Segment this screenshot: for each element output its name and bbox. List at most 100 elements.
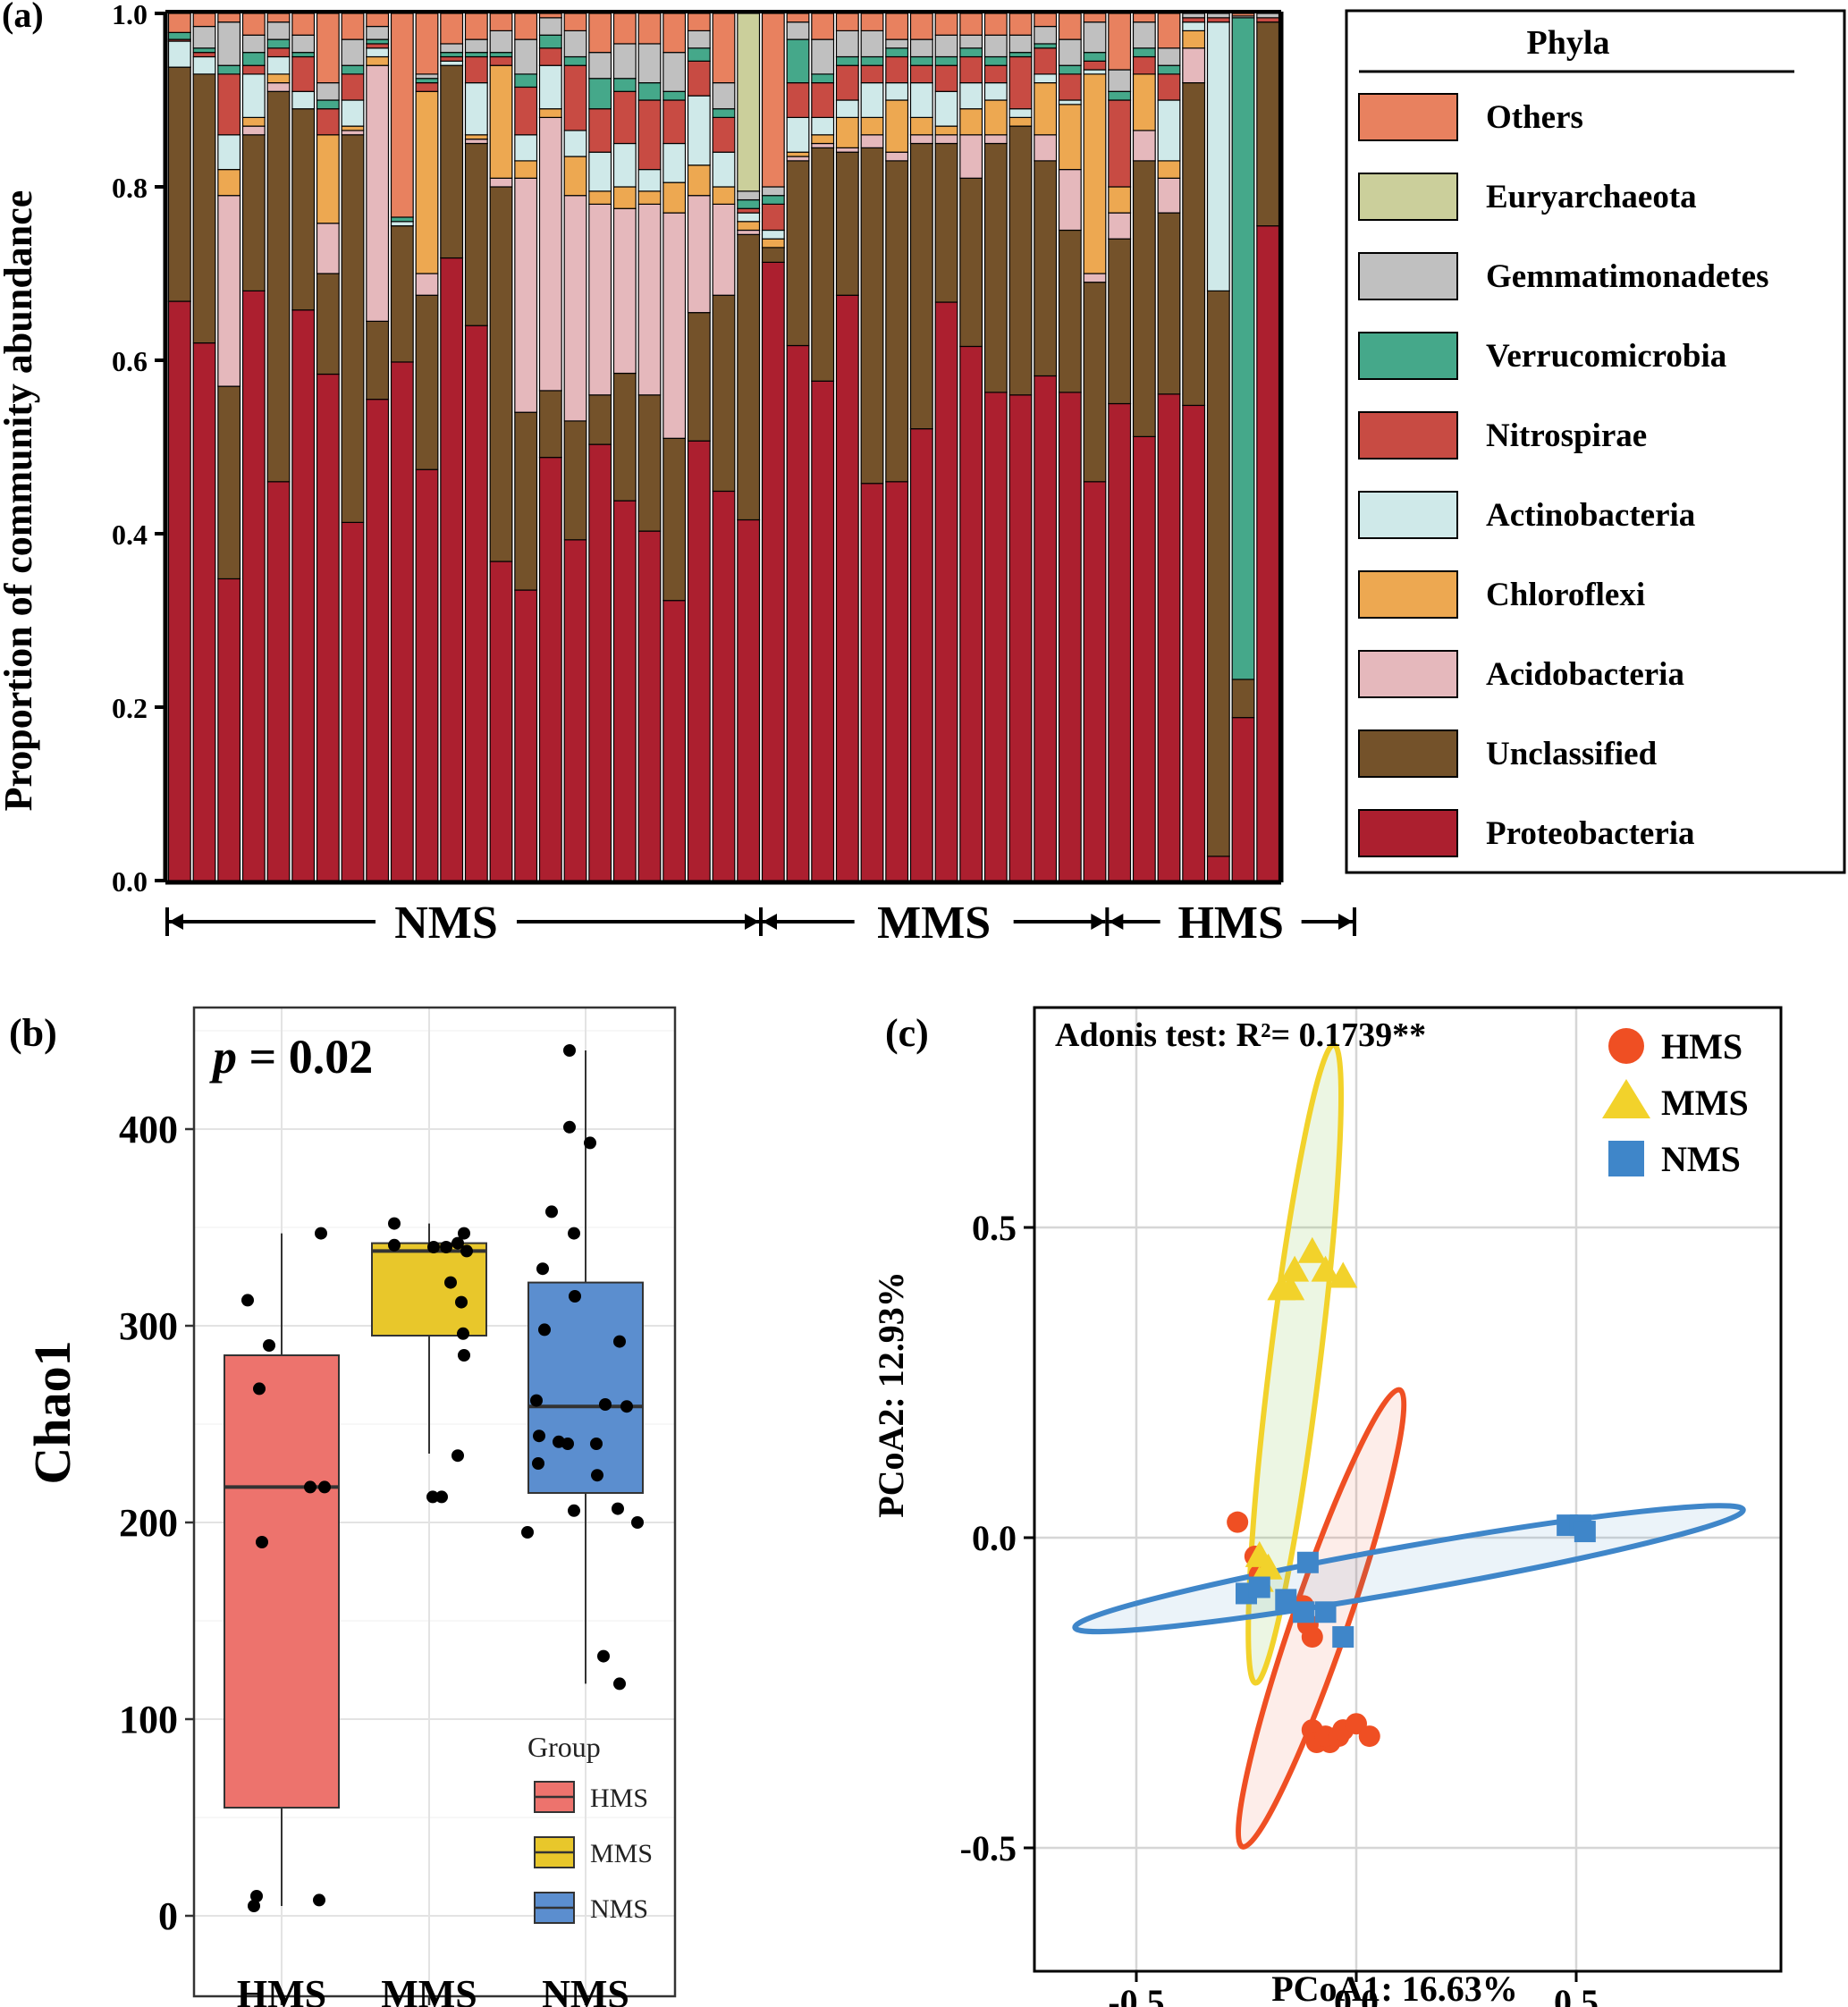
bar-9-gemmatimonadetes <box>366 25 390 40</box>
bar-17-verrucomicrobia <box>563 55 587 66</box>
bar-19-verrucomicrobia <box>612 78 637 92</box>
bar-22-unclassified <box>687 312 711 442</box>
jitter-point <box>553 1435 565 1448</box>
bar-23-nitrospirae <box>712 116 736 153</box>
bar-9-nitrospirae <box>366 43 390 49</box>
bar-37-others <box>1058 13 1082 40</box>
bar-42-nitrospirae <box>1182 17 1206 23</box>
bar-15-gemmatimonadetes <box>514 38 538 75</box>
bar-7-proteobacteria <box>316 373 340 881</box>
bar-1-unclassified <box>167 66 191 302</box>
jitter-point <box>563 1120 576 1134</box>
bar-39-unclassified <box>1108 238 1132 405</box>
bar-11-acidobacteria <box>415 273 439 296</box>
bar-20-chloroflexi <box>637 190 662 206</box>
jitter-point <box>304 1480 316 1494</box>
bar-23-acidobacteria <box>712 203 736 296</box>
bar-43-actinobacteria <box>1206 21 1230 292</box>
bar-29-chloroflexi <box>860 116 884 136</box>
panel-c-x-tick-label: 0.5 <box>1554 1982 1599 2007</box>
bar-31-acidobacteria <box>909 134 933 145</box>
bar-28-actinobacteria <box>835 99 859 118</box>
bar-27-proteobacteria <box>811 380 835 881</box>
jitter-point <box>455 1295 468 1309</box>
bar-3-proteobacteria <box>217 578 241 881</box>
bar-20-actinobacteria <box>637 169 662 192</box>
legend-swatch-euryarchaeota <box>1358 173 1458 221</box>
bar-12-proteobacteria <box>440 257 464 881</box>
group-arrowhead <box>763 914 777 930</box>
bar-10-verrucomicrobia <box>390 216 414 223</box>
bar-4-actinobacteria <box>241 73 266 119</box>
bar-45-proteobacteria <box>1256 225 1280 881</box>
bar-10-unclassified <box>390 225 414 363</box>
panel-c-x-tick-label: -0.5 <box>1108 1982 1164 2007</box>
bar-30-chloroflexi <box>885 99 909 153</box>
bar-8-chloroflexi <box>341 125 365 131</box>
legend-label-euryarchaeota: Euryarchaeota <box>1486 179 1697 215</box>
bar-33-unclassified <box>959 177 983 348</box>
bar-19-chloroflexi <box>612 186 637 209</box>
bar-25-verrucomicrobia <box>761 195 785 205</box>
bar-36-proteobacteria <box>1034 375 1058 881</box>
bar-13-actinobacteria <box>464 81 488 136</box>
bar-8-unclassified <box>341 134 365 523</box>
bar-43-gemmatimonadetes <box>1206 13 1230 19</box>
bar-34-chloroflexi <box>983 99 1008 136</box>
bar-22-actinobacteria <box>687 95 711 166</box>
group-arrowhead <box>1338 914 1353 930</box>
bar-34-others <box>983 13 1008 36</box>
bar-28-others <box>835 13 859 31</box>
bar-2-actinobacteria <box>192 55 216 75</box>
bar-28-chloroflexi <box>835 116 859 148</box>
jitter-point <box>530 1394 543 1407</box>
jitter-point <box>318 1480 331 1494</box>
panel-c-plot-area: -0.5 0.0 0.5 -0.5 0.0 0.5 <box>960 1006 1783 2007</box>
legend-label-nitrospirae: Nitrospirae <box>1486 417 1647 454</box>
bar-11-proteobacteria <box>415 468 439 881</box>
bar-13-acidobacteria <box>464 139 488 145</box>
bar-13-verrucomicrobia <box>464 52 488 58</box>
box-hms <box>224 1354 340 1809</box>
panel-c-legend-marker-nms <box>1608 1141 1644 1176</box>
bar-26-gemmatimonadetes <box>786 21 810 40</box>
bar-37-acidobacteria <box>1058 169 1082 232</box>
bar-33-gemmatimonadetes <box>959 34 983 49</box>
point-nms <box>1292 1601 1314 1623</box>
point-nms <box>1574 1521 1596 1543</box>
panel-b-legend: Group HMS MMS NMS <box>527 1731 653 1924</box>
bar-45-unclassified <box>1256 21 1280 227</box>
bar-33-verrucomicrobia <box>959 47 983 58</box>
bar-31-gemmatimonadetes <box>909 38 933 58</box>
bar-25-gemmatimonadetes <box>761 186 785 197</box>
bar-8-proteobacteria <box>341 521 365 881</box>
bar-21-actinobacteria <box>662 142 687 183</box>
bar-18-unclassified <box>588 394 612 445</box>
bar-44-proteobacteria <box>1231 717 1255 881</box>
bar-35-gemmatimonadetes <box>1008 34 1033 54</box>
bar-1-others <box>167 13 191 33</box>
bar-34-proteobacteria <box>983 392 1008 881</box>
bar-35-chloroflexi <box>1008 116 1033 127</box>
bar-13-unclassified <box>464 142 488 326</box>
bar-31-actinobacteria <box>909 81 933 118</box>
bar-11-chloroflexi <box>415 90 439 274</box>
bar-7-others <box>316 13 340 84</box>
bar-37-proteobacteria <box>1058 392 1082 881</box>
bar-24-unclassified <box>737 233 761 521</box>
bar-40-proteobacteria <box>1132 435 1156 881</box>
bar-17-gemmatimonadetes <box>563 30 587 58</box>
bar-35-nitrospirae <box>1008 55 1033 110</box>
bar-42-acidobacteria <box>1182 47 1206 84</box>
bar-8-actinobacteria <box>341 99 365 127</box>
panel-a-y-axis-label: Proportion of community abundance <box>0 190 40 812</box>
bar-42-actinobacteria <box>1182 21 1206 32</box>
bar-8-acidobacteria <box>341 130 365 136</box>
bar-39-gemmatimonadetes <box>1108 69 1132 92</box>
panel-c-frame <box>1033 1006 1783 1973</box>
bar-7-acidobacteria <box>316 223 340 274</box>
bar-25-nitrospirae <box>761 203 785 232</box>
jitter-point <box>613 1677 626 1691</box>
bar-19-others <box>612 13 637 45</box>
p-value-text: = 0.02 <box>237 1030 373 1084</box>
